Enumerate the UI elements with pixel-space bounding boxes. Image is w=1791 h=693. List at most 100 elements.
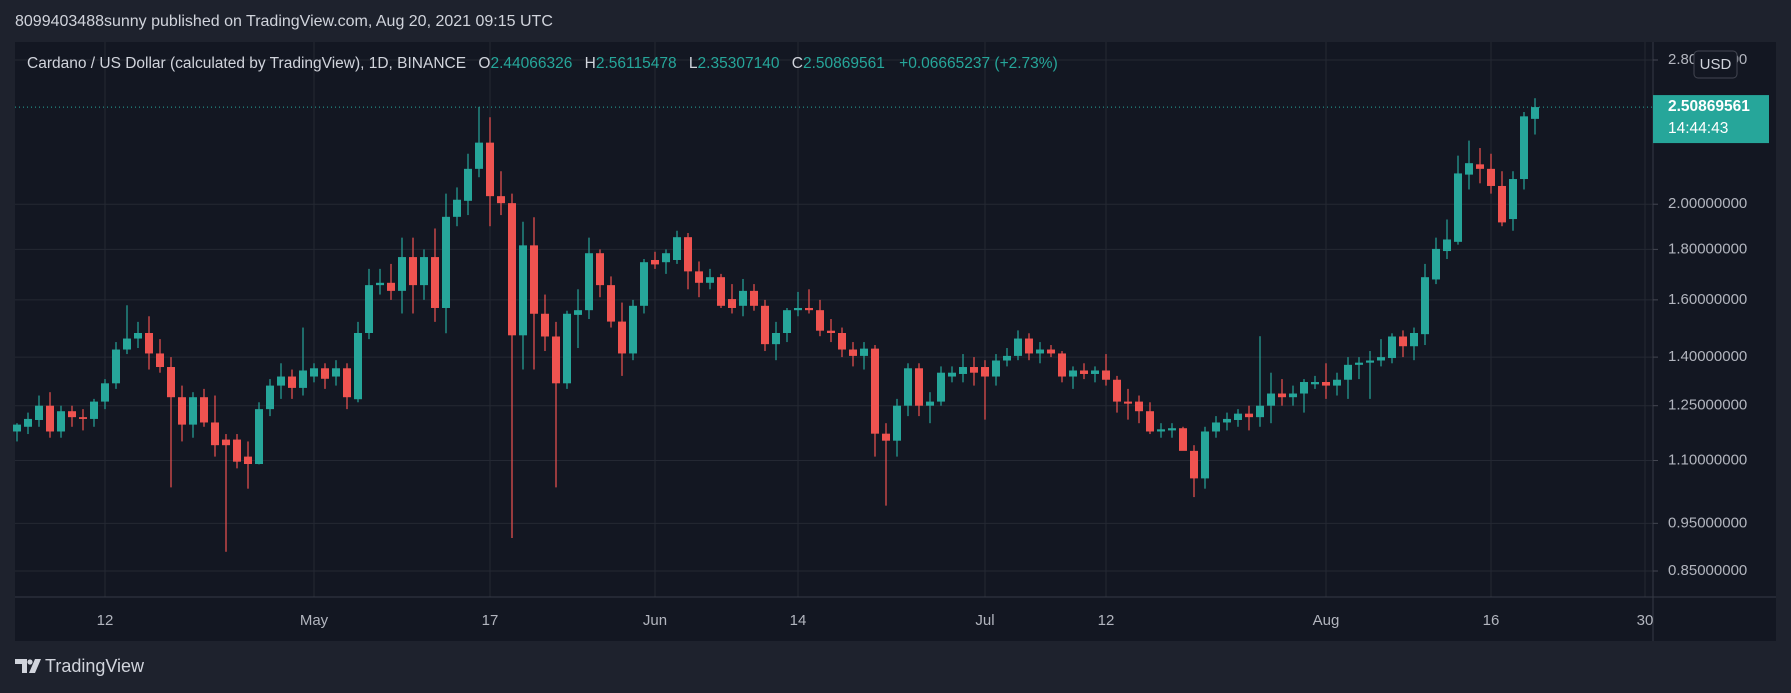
candle-body (849, 349, 857, 356)
candle-body (519, 245, 527, 336)
candle-body (684, 237, 692, 272)
y-tick-label: 1.40000000 (1668, 348, 1747, 365)
candle-body (1355, 362, 1363, 365)
candle-body (464, 168, 472, 201)
candle-body (1113, 379, 1121, 402)
candle-body (1377, 357, 1385, 361)
candle-body (486, 142, 494, 197)
candle-body (1487, 168, 1495, 186)
candle-body (574, 310, 582, 315)
candle-body (816, 310, 824, 331)
candle-body (1091, 370, 1099, 374)
y-tick-label: 0.85000000 (1668, 562, 1747, 579)
candle-body (156, 353, 164, 368)
candle-body (1333, 379, 1341, 386)
candle-body (321, 368, 329, 379)
candle-body (750, 290, 758, 306)
candle-body (497, 196, 505, 204)
candle-body (200, 397, 208, 423)
legend: Cardano / US Dollar (calculated by Tradi… (27, 55, 1058, 72)
candle-body (79, 417, 87, 419)
candle-body (893, 405, 901, 441)
candle-body (167, 367, 175, 398)
candle-body (255, 409, 263, 465)
candle-body (387, 282, 395, 291)
candle-body (1465, 163, 1473, 175)
candle-body (1190, 450, 1198, 479)
candle-body (1520, 116, 1528, 180)
currency-label[interactable]: USD (1700, 56, 1732, 73)
candle-body (607, 285, 615, 322)
candle-body (1069, 370, 1077, 377)
candle-body (1267, 393, 1275, 406)
x-tick-label: 12 (97, 612, 114, 629)
last-price-tag (1653, 95, 1769, 144)
candle-body (1498, 185, 1506, 223)
candle-body (981, 367, 989, 377)
candle-body (1344, 364, 1352, 380)
candle-body (772, 333, 780, 345)
legend-key: H (585, 55, 596, 72)
x-tick-label: Jun (643, 612, 667, 629)
candle-body (409, 257, 417, 286)
legend-key: O (478, 55, 490, 72)
legend-value: 2.50869561 (803, 55, 885, 72)
candle-body (530, 245, 538, 314)
candle-body (1223, 418, 1231, 423)
candle-body (1080, 370, 1088, 374)
candle-body (926, 401, 934, 406)
candle-body (827, 330, 835, 334)
candle-body (695, 271, 703, 283)
candle-body (1245, 413, 1253, 418)
candle-body (739, 290, 747, 306)
candle-body (1168, 428, 1176, 431)
candle-body (222, 439, 230, 446)
candle-body (101, 383, 109, 402)
legend-value: 2.35307140 (698, 55, 780, 72)
legend-value: 2.44066326 (490, 55, 572, 72)
candle-body (46, 405, 54, 432)
y-tick-label: 1.25000000 (1668, 397, 1747, 414)
y-tick-label: 2.00000000 (1668, 195, 1747, 212)
candle-body (266, 385, 274, 410)
candle-body (1212, 422, 1220, 432)
candle-body (442, 216, 450, 308)
candle-body (1366, 360, 1374, 363)
candle-body (431, 257, 439, 308)
candle-body (1014, 338, 1022, 356)
candle-body (244, 456, 252, 465)
candle-body (1454, 173, 1462, 242)
candle-body (299, 370, 307, 388)
candle-body (651, 259, 659, 265)
publish-note: 8099403488sunny published on TradingView… (15, 13, 553, 30)
x-tick-label: Aug (1313, 612, 1340, 629)
candle-body (343, 368, 351, 398)
x-tick-label: 16 (1483, 612, 1500, 629)
candle-body (838, 333, 846, 350)
legend-title: Cardano / US Dollar (calculated by Tradi… (27, 55, 466, 72)
candle-body (1157, 429, 1165, 432)
candle-body (123, 338, 131, 350)
x-tick-label: 14 (790, 612, 807, 629)
chart-panel (15, 42, 1776, 641)
candle-body (948, 372, 956, 377)
candle-body (1058, 353, 1066, 377)
legend-change: +0.06665237 (+2.73%) (899, 55, 1058, 72)
candle-body (970, 367, 978, 373)
currency-button[interactable]: USD (1693, 50, 1738, 79)
candle-body (618, 321, 626, 354)
candle-body (420, 257, 428, 286)
x-tick-label: 12 (1098, 612, 1115, 629)
currency-button-frame[interactable] (1693, 50, 1738, 79)
brand-icon (15, 659, 41, 673)
candle-body (508, 203, 516, 336)
candle-body (1124, 401, 1132, 404)
candle-body (915, 368, 923, 406)
candle-body (882, 433, 890, 441)
candle-body (1531, 107, 1539, 119)
candle-body (24, 418, 32, 427)
candle-body (585, 253, 593, 311)
candle-body (178, 397, 186, 425)
legend-key: C (792, 55, 803, 72)
y-tick-label: 1.60000000 (1668, 291, 1747, 308)
